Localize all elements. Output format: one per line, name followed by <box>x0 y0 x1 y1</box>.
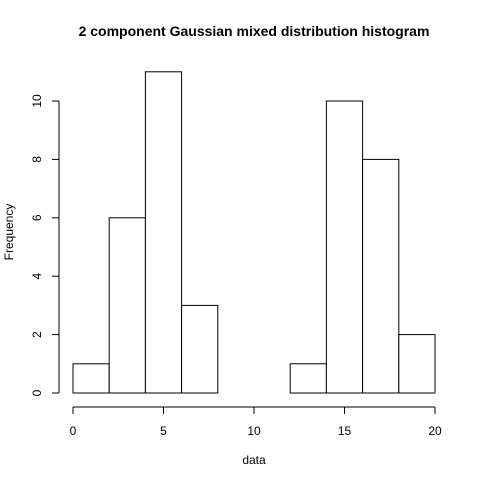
y-axis-label: Frequency <box>2 204 16 261</box>
chart-title: 2 component Gaussian mixed distribution … <box>79 23 430 39</box>
y-tick-label: 0 <box>30 389 44 396</box>
x-tick-label: 15 <box>338 424 352 438</box>
x-tick-label: 0 <box>70 424 77 438</box>
histogram-bar-3 <box>181 304 219 394</box>
y-tick-label: 8 <box>30 156 44 163</box>
y-tick-label: 2 <box>30 331 44 338</box>
x-axis: 0 5 10 15 20 <box>70 406 442 438</box>
y-tick-label: 10 <box>30 94 44 108</box>
histogram-bar-2 <box>144 71 183 394</box>
x-tick-label: 5 <box>160 424 167 438</box>
x-tick-label: 10 <box>247 424 261 438</box>
x-axis-label: data <box>242 453 266 467</box>
histogram-bar-6 <box>289 363 327 394</box>
histogram-bar-8 <box>362 158 400 394</box>
y-tick-label: 4 <box>30 273 44 280</box>
histogram-bar-0 <box>72 363 110 394</box>
histogram-bar-9 <box>398 334 436 394</box>
histogram-bar-1 <box>108 217 146 394</box>
histogram-bar-7 <box>325 100 364 394</box>
y-axis: 0 2 4 6 8 10 <box>30 94 60 396</box>
x-tick-label: 20 <box>428 424 442 438</box>
y-tick-label: 6 <box>30 214 44 221</box>
bars-group <box>72 71 436 394</box>
